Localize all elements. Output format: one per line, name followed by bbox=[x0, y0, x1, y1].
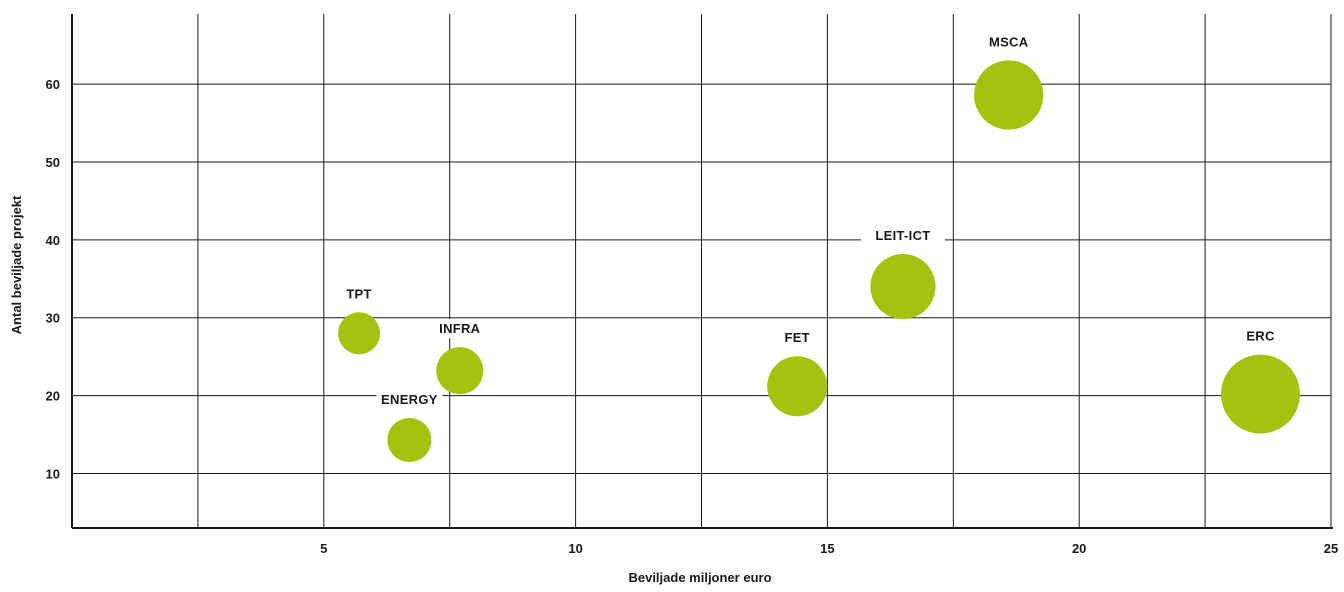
bubble-label-background bbox=[339, 284, 379, 304]
axis-layer: 5 10 15 20 25 10 20 30 40 50 60 bbox=[46, 14, 1338, 556]
bubble-point bbox=[1221, 354, 1300, 434]
bubble-point bbox=[870, 254, 936, 320]
x-tick-label: 5 bbox=[320, 541, 327, 556]
bubble-label: ERC bbox=[1246, 329, 1275, 344]
bubble-point bbox=[338, 312, 381, 355]
grid-layer bbox=[72, 14, 1332, 528]
bubble-label-background bbox=[860, 226, 945, 246]
bubble-label: TPT bbox=[346, 286, 371, 301]
x-tick-label: 20 bbox=[1072, 541, 1086, 556]
y-tick-label: 10 bbox=[46, 466, 60, 481]
bubble-label-background bbox=[777, 328, 817, 348]
bubble-label: FET bbox=[784, 330, 809, 345]
bubble-point bbox=[436, 347, 484, 395]
bubble-label-background bbox=[1240, 326, 1280, 346]
x-tick-label: 15 bbox=[820, 541, 834, 556]
bubble-label: MSCA bbox=[989, 34, 1029, 49]
x-tick-label: 10 bbox=[568, 541, 582, 556]
bubble-label-background bbox=[431, 319, 489, 339]
bubble-label: INFRA bbox=[439, 321, 481, 336]
x-tick-label: 25 bbox=[1324, 541, 1338, 556]
y-tick-label: 60 bbox=[46, 77, 60, 92]
bubble-label-background bbox=[984, 32, 1033, 52]
x-axis-title: Beviljade miljoner euro bbox=[628, 570, 771, 585]
y-tick-label: 40 bbox=[46, 233, 60, 248]
bubble-label-background bbox=[376, 389, 443, 409]
y-tick-label: 50 bbox=[46, 155, 60, 170]
y-tick-label: 30 bbox=[46, 311, 60, 326]
bubble-point bbox=[974, 60, 1044, 130]
y-axis-title: Antal beviljade projekt bbox=[9, 195, 24, 334]
bubble-layer bbox=[338, 60, 1300, 463]
y-tick-label: 20 bbox=[46, 389, 60, 404]
bubble-label-layer: TPT INFRA ENERGY FET LEIT-ICT MSCA ERC bbox=[339, 32, 1280, 409]
bubble-label: ENERGY bbox=[381, 392, 438, 407]
bubble-label: LEIT-ICT bbox=[875, 228, 930, 243]
bubble-point bbox=[767, 356, 828, 417]
bubble-point bbox=[387, 417, 432, 463]
